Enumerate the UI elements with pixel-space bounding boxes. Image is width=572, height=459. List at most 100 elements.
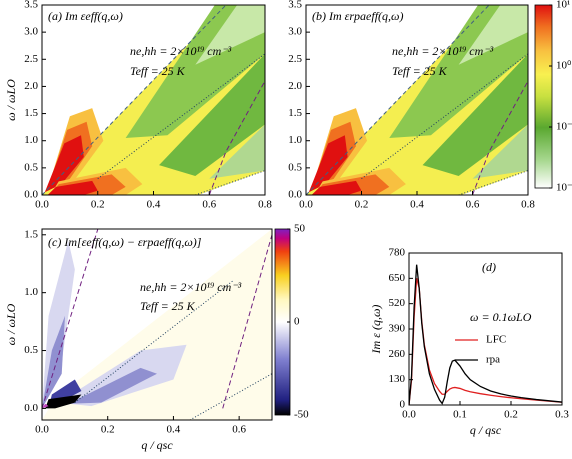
colorbar-tick-label: 10¹ [556, 0, 570, 11]
panel: 0.0 0.2 0.4 0.6 0.8 0.0 0.5 1.0 1.5 2.0 2.5 3.0 3.5 (… [288, 0, 572, 211]
plot-area [306, 5, 528, 195]
y-tick-label: 130 [389, 373, 406, 385]
guide-line [195, 170, 265, 195]
annotation: Teff = 25 K [392, 64, 448, 78]
annotation: Teff = 25 K [130, 64, 186, 78]
guide-line [472, 80, 528, 195]
colorbar-tick-label: -50 [294, 409, 309, 421]
x-tick-label: 0.4 [410, 199, 424, 211]
y-tick-label: 0.0 [24, 402, 38, 414]
y-axis-label: ω / ωLO [4, 303, 18, 345]
x-tick-label: 0.8 [521, 199, 535, 211]
x-tick-label: 0.0 [35, 199, 49, 211]
x-tick-label: 0.2 [355, 199, 369, 211]
x-axis-label: q / qsc [141, 438, 173, 452]
annotation: (d) [482, 260, 496, 274]
annotation: (b) Im εrpaeff(q,ω) [312, 9, 404, 23]
contour-region [458, 5, 528, 65]
panel: 0.0 0.2 0.4 0.6 0.8 0.0 0.5 1.0 1.5 2.0 2.5 3.0 3.5 ω… [4, 0, 273, 211]
colorbar-tick-label: 50 [294, 223, 306, 235]
y-tick-label: 3.0 [24, 26, 38, 38]
x-tick-label: 0.6 [202, 199, 216, 211]
contour-region [42, 315, 65, 409]
x-tick-label: 0.2 [91, 199, 105, 211]
contour-region [45, 394, 82, 409]
annotation: ne,hh = 2×10¹⁹ cm⁻³ [140, 280, 242, 294]
y-tick-label: 650 [389, 272, 406, 284]
y-tick-label: 1.0 [24, 134, 38, 146]
guide-line [208, 80, 265, 195]
y-axis-label: ω / ωLO [4, 79, 18, 121]
colorbar-tick-label: 0 [294, 316, 300, 328]
guide-line [42, 5, 227, 195]
colorbar-tick-label: 10⁻¹ [556, 121, 572, 133]
plot-area [42, 5, 265, 195]
contour-region [422, 53, 528, 176]
x-tick-label: 0.2 [101, 424, 115, 436]
y-tick-label: 0.0 [24, 189, 38, 201]
annotation: ne,hh = 2×10¹⁹ cm⁻³ [130, 44, 232, 58]
guide-line [458, 170, 528, 195]
y-tick-label: 3.5 [288, 0, 302, 11]
colorbar-tick-label: 10⁻² [556, 182, 572, 194]
contour-region [472, 124, 528, 179]
x-tick-label: 0.4 [147, 199, 161, 211]
y-tick-label: 2.5 [288, 53, 302, 65]
contour-region [44, 135, 84, 193]
y-tick-label: 0.5 [24, 161, 38, 173]
contour-region [42, 403, 49, 409]
y-tick-label: 780 [389, 247, 406, 259]
y-tick-label: 1.5 [24, 107, 38, 119]
y-tick-label: 1.0 [288, 134, 302, 146]
contour-region [308, 135, 348, 193]
contour-region [209, 124, 265, 179]
y-tick-label: 0 [400, 399, 406, 411]
y-tick-label: 2.0 [288, 80, 302, 92]
panel: 0.0 0.2 0.4 0.6 0.0 0.5 1.0 1.5 q / qsc ω / ωLO (c… [4, 223, 309, 452]
x-tick-label: 0.6 [466, 199, 480, 211]
colorbar-tick-label: 10⁰ [556, 60, 572, 72]
y-axis-label: Im ε (q,ω) [369, 305, 383, 355]
legend-label: LFC [486, 334, 506, 346]
y-tick-label: 2.0 [24, 80, 38, 92]
y-tick-label: 3.5 [24, 0, 38, 11]
x-tick-label: 0.0 [299, 199, 313, 211]
legend-label: rpa [486, 354, 500, 366]
x-tick-label: 0.3 [555, 409, 569, 421]
plot-frame [41, 228, 273, 421]
annotation: (a) Im εeff(q,ω) [48, 9, 123, 23]
contour-region [159, 53, 265, 176]
annotation: (c) Im[εeff(q,ω) − εrpaeff(q,ω)] [48, 235, 202, 249]
contour-region [47, 180, 98, 195]
guide-line [306, 5, 490, 195]
contour-region [311, 180, 362, 195]
x-tick-label: 0.0 [35, 424, 49, 436]
y-tick-label: 0.5 [24, 344, 38, 356]
guide-line [189, 373, 272, 420]
x-tick-label: 0.1 [453, 409, 467, 421]
y-tick-label: 0.0 [288, 189, 302, 201]
y-tick-label: 260 [389, 348, 406, 360]
line-series [409, 264, 562, 405]
guide-line [42, 229, 99, 409]
x-tick-label: 0.6 [232, 424, 246, 436]
contour-region [42, 229, 272, 420]
guide-line [222, 234, 272, 409]
contour-region [195, 5, 265, 65]
plot-area [42, 229, 272, 420]
colorbar [534, 4, 553, 189]
y-tick-label: 1.0 [24, 286, 38, 298]
y-tick-label: 0.5 [288, 161, 302, 173]
x-tick-label: 0.2 [504, 409, 518, 421]
x-tick-label: 0.8 [258, 199, 272, 211]
annotation: ne,hh = 2×10¹⁹ cm⁻³ [392, 44, 494, 58]
contour-region [58, 344, 187, 407]
annotation: ω = 0.1ωLO [470, 310, 532, 324]
y-tick-label: 520 [389, 297, 406, 309]
x-tick-label: 0.0 [402, 409, 416, 421]
guide-line [74, 280, 233, 404]
panel: LFC rpa 0.0 0.1 0.2 0.3 0 130 260 390 520 650 780 q /… [369, 247, 570, 437]
y-tick-label: 3.0 [288, 26, 302, 38]
annotation: Teff = 25 K [140, 299, 196, 313]
